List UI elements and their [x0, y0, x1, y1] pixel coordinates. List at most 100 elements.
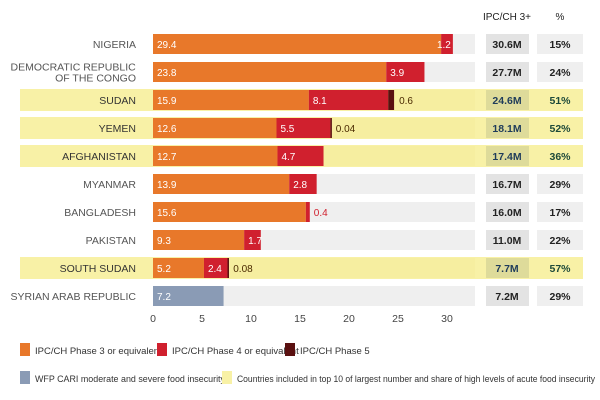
value-label-phase4: 3.9 [390, 68, 404, 79]
value-label-phase5: 0.04 [336, 124, 356, 135]
value-label-cari: 7.2 [157, 292, 171, 303]
value-label-phase4: 4.7 [281, 152, 295, 163]
value-label-phase4: 2.8 [293, 180, 307, 191]
share-cell [537, 202, 583, 222]
value-label-phase3: 12.7 [157, 152, 177, 163]
share-value: 36% [549, 151, 571, 163]
legend-swatch-highlight [222, 371, 232, 384]
share-cell [537, 146, 583, 166]
value-label-phase3: 12.6 [157, 124, 177, 135]
share-value: 51% [549, 95, 571, 107]
count-cell [486, 174, 529, 194]
bar-phase4 [305, 202, 310, 222]
share-value: 57% [549, 263, 571, 275]
country-label: BANGLADESH [64, 207, 136, 219]
x-tick-label: 5 [199, 313, 205, 325]
bar-track [153, 286, 475, 306]
legend-label-cari: WFP CARI moderate and severe food insecu… [35, 374, 225, 385]
count-cell [486, 90, 529, 110]
count-cell [486, 62, 529, 82]
value-label-phase4: 2.4 [208, 264, 222, 275]
count-value: 24.6M [492, 95, 521, 107]
legend-label-highlight: Countries included in top 10 of largest … [237, 374, 595, 385]
bar-phase4 [386, 62, 425, 82]
share-value: 29% [549, 291, 571, 303]
x-tick-label: 30 [441, 313, 453, 325]
share-value: 52% [549, 123, 571, 135]
bar-phase3 [153, 34, 442, 54]
value-label-phase3: 15.9 [157, 96, 177, 107]
count-value: 27.7M [492, 67, 521, 79]
x-tick-label: 0 [150, 313, 156, 325]
share-cell [537, 286, 583, 306]
share-cell [537, 118, 583, 138]
bar-phase3 [153, 258, 204, 278]
legend-swatch-phase4 [157, 343, 167, 356]
country-label: YEMEN [99, 123, 136, 135]
bar-cari [153, 286, 224, 306]
legend-swatch-phase5 [285, 343, 295, 356]
country-label: MYANMAR [83, 179, 136, 191]
share-value: 15% [549, 39, 571, 51]
share-cell [537, 90, 583, 110]
value-label-phase3: 5.2 [157, 264, 171, 275]
count-value: 17.4M [492, 151, 521, 163]
column-header-count: IPC/CH 3+ [483, 12, 531, 23]
count-value: 11.0M [493, 235, 522, 247]
count-value: 30.6M [492, 39, 521, 51]
share-value: 24% [549, 67, 571, 79]
country-label: PAKISTAN [86, 235, 136, 247]
bar-phase5 [227, 258, 229, 278]
value-label-phase4: 1.7 [248, 236, 262, 247]
x-tick-label: 10 [245, 313, 257, 325]
count-value: 18.1M [492, 123, 521, 135]
country-label: NIGERIA [93, 39, 136, 51]
legend-swatch-cari [20, 371, 30, 384]
count-value: 7.2M [495, 291, 519, 303]
bar-phase3 [153, 202, 306, 222]
bar-phase4 [276, 118, 331, 138]
value-label-phase4: 1.2 [437, 40, 451, 51]
x-tick-label: 15 [294, 313, 306, 325]
value-label-phase4: 0.4 [314, 208, 328, 219]
count-value: 16.7M [492, 179, 521, 191]
bar-phase4 [308, 90, 389, 110]
country-label: SYRIAN ARAB REPUBLIC [11, 291, 137, 303]
country-label: SOUTH SUDAN [60, 263, 136, 275]
country-label: AFGHANISTAN [62, 151, 136, 163]
legend-label-phase5: IPC/CH Phase 5 [300, 346, 370, 357]
bar-phase4 [289, 174, 317, 194]
count-value: 7.7M [495, 263, 519, 275]
bar-track [153, 258, 475, 278]
bar-phase4 [244, 230, 261, 250]
bar-phase5 [330, 118, 332, 138]
share-cell [537, 258, 583, 278]
country-label: SUDAN [99, 95, 136, 107]
bar-phase3 [153, 230, 245, 250]
share-value: 22% [549, 235, 571, 247]
count-cell [486, 202, 529, 222]
count-cell [486, 146, 529, 166]
value-label-phase4: 8.1 [313, 96, 327, 107]
share-cell [537, 62, 583, 82]
legend-label-phase3: IPC/CH Phase 3 or equivalent [35, 346, 162, 357]
share-cell [537, 174, 583, 194]
x-tick-label: 20 [343, 313, 355, 325]
count-cell [486, 34, 529, 54]
value-label-phase3: 9.3 [157, 236, 171, 247]
bar-phase4 [203, 258, 228, 278]
count-cell [486, 118, 529, 138]
share-cell [537, 34, 583, 54]
value-label-phase3: 15.6 [157, 208, 177, 219]
bar-phase3 [153, 118, 277, 138]
bar-phase3 [153, 174, 290, 194]
count-value: 16.0M [492, 207, 521, 219]
share-cell [537, 230, 583, 250]
x-tick-label: 25 [392, 313, 404, 325]
count-cell [486, 230, 529, 250]
share-value: 17% [549, 207, 571, 219]
bar-phase4 [277, 146, 324, 166]
value-label-phase5: 0.08 [233, 264, 253, 275]
column-header-share: % [556, 12, 565, 23]
